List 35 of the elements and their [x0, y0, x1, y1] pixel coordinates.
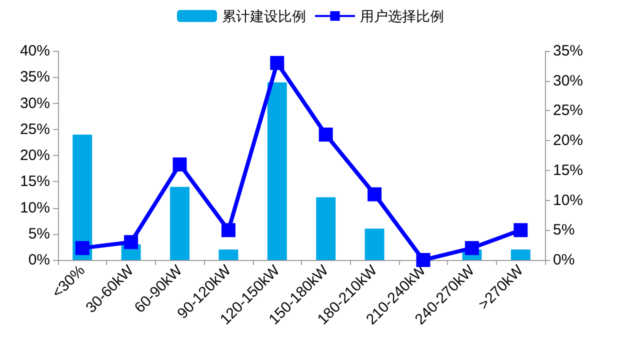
y2-tick-label: 15% [553, 162, 584, 179]
bar [72, 134, 92, 260]
y-tick-label: 5% [28, 225, 50, 242]
bar [510, 250, 530, 260]
y2-tick-label: 30% [553, 72, 584, 90]
y-tick-label: 20% [20, 147, 50, 164]
y-tick-label: 0% [28, 252, 50, 268]
point [124, 235, 138, 250]
y-tick-label: 40% [20, 42, 50, 60]
bar [218, 250, 238, 260]
y2-tick-label: 20% [553, 132, 584, 150]
y-tick-label: 25% [20, 120, 50, 138]
bar [267, 82, 287, 260]
point [318, 128, 333, 142]
bar [170, 186, 190, 260]
point [75, 241, 90, 256]
point [221, 223, 236, 238]
point [514, 223, 528, 238]
y2-tick-label: 25% [553, 102, 584, 120]
y2-tick-label: 35% [553, 42, 584, 60]
y-tick-label: 10% [20, 199, 50, 216]
point [270, 56, 284, 70]
y2-tick-label: 5% [553, 222, 575, 239]
bar [364, 228, 384, 260]
bar [316, 197, 336, 260]
legend-label: 累计建设比例 [222, 8, 306, 24]
y-tick-label: 15% [20, 173, 50, 190]
point [464, 241, 479, 256]
y2-tick-label: 10% [553, 192, 584, 209]
y-tick-label: 30% [20, 94, 50, 112]
point [172, 157, 187, 172]
legend-label: 用户选择比例 [360, 8, 444, 24]
point [368, 187, 382, 202]
y2-tick-label: 0% [553, 252, 575, 268]
y-tick-label: 35% [20, 68, 50, 86]
